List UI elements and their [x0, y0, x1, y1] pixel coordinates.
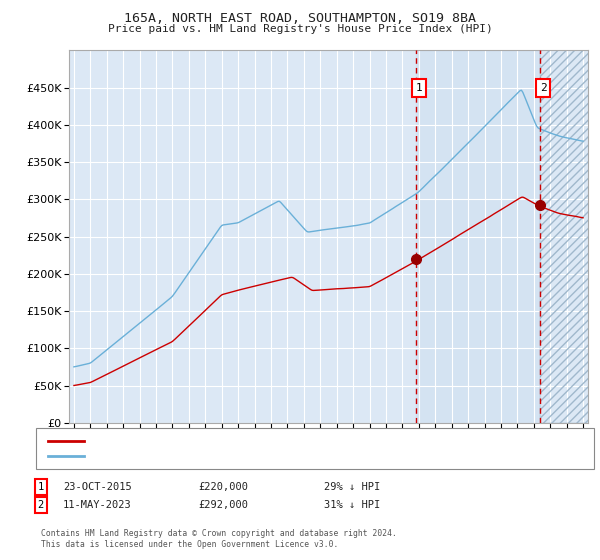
Bar [540, 50, 591, 423]
Text: 165A, NORTH EAST ROAD, SOUTHAMPTON, SO19 8BA (detached house): 165A, NORTH EAST ROAD, SOUTHAMPTON, SO19… [90, 436, 418, 445]
Text: 29% ↓ HPI: 29% ↓ HPI [324, 482, 380, 492]
Text: £292,000: £292,000 [198, 500, 248, 510]
Bar [540, 50, 591, 423]
Text: 165A, NORTH EAST ROAD, SOUTHAMPTON, SO19 8BA: 165A, NORTH EAST ROAD, SOUTHAMPTON, SO19… [124, 12, 476, 25]
Text: 1: 1 [38, 482, 44, 492]
Text: Contains HM Land Registry data © Crown copyright and database right 2024.
This d: Contains HM Land Registry data © Crown c… [41, 529, 397, 549]
Text: 1: 1 [416, 83, 422, 92]
Text: 23-OCT-2015: 23-OCT-2015 [63, 482, 132, 492]
Bar [416, 50, 540, 423]
Text: £220,000: £220,000 [198, 482, 248, 492]
Text: 11-MAY-2023: 11-MAY-2023 [63, 500, 132, 510]
Text: 2: 2 [540, 83, 547, 92]
Text: 2: 2 [38, 500, 44, 510]
Text: 31% ↓ HPI: 31% ↓ HPI [324, 500, 380, 510]
Text: HPI: Average price, detached house, Southampton: HPI: Average price, detached house, Sout… [90, 452, 343, 461]
Text: Price paid vs. HM Land Registry's House Price Index (HPI): Price paid vs. HM Land Registry's House … [107, 24, 493, 34]
